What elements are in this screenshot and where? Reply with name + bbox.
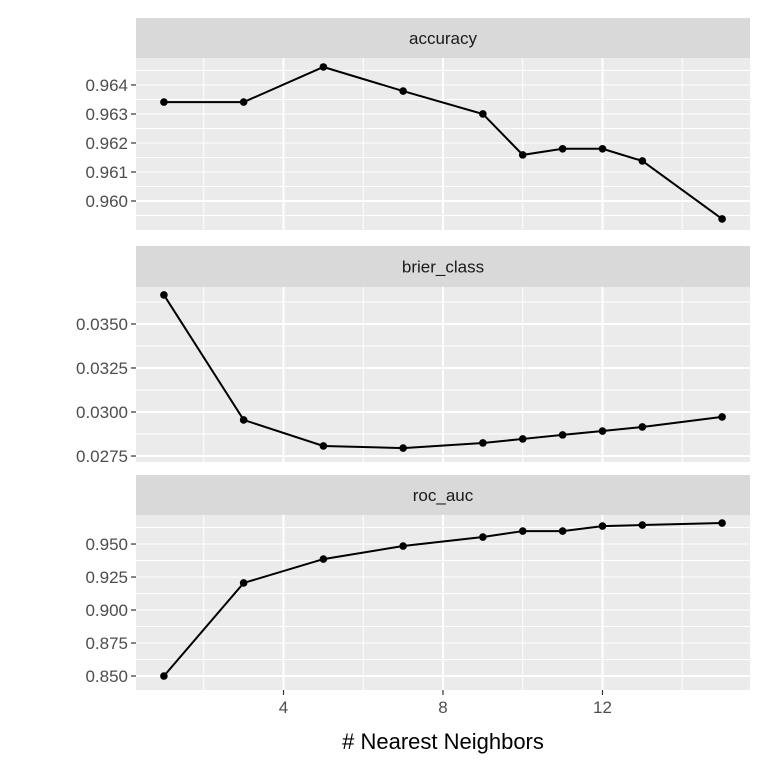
y-tick-label: 0.0275 xyxy=(76,447,128,466)
data-point xyxy=(518,527,527,535)
facet-strip-label: accuracy xyxy=(409,29,478,48)
data-point xyxy=(598,144,607,153)
facet-panel-brier_class: brier_class 0.0275 0.0300 0.0325 0.0350 xyxy=(76,246,750,466)
y-tick-label: 0.850 xyxy=(85,667,128,686)
y-tick-label: 0.875 xyxy=(85,634,128,653)
data-point xyxy=(479,439,487,447)
data-point xyxy=(518,151,527,159)
data-point xyxy=(239,579,248,587)
data-point xyxy=(598,522,607,530)
y-tick-label: 0.960 xyxy=(85,192,128,211)
y-tick-label: 0.964 xyxy=(85,76,128,95)
y-tick-label: 0.962 xyxy=(85,134,128,153)
data-point xyxy=(598,427,607,435)
y-tick-label: 0.0325 xyxy=(76,359,128,378)
series-line xyxy=(163,294,723,450)
y-tick-label: 0.900 xyxy=(85,601,128,620)
x-tick-label: 4 xyxy=(279,698,288,717)
series-line xyxy=(163,65,723,220)
data-point xyxy=(479,533,487,541)
data-point xyxy=(638,423,647,431)
facet-strip-label: roc_auc xyxy=(413,486,474,505)
data-point xyxy=(239,98,248,106)
data-point xyxy=(718,215,726,223)
facet-panel-accuracy: accuracy 0.960 0.961 0.962 0.963 0.964 xyxy=(85,18,750,230)
data-point xyxy=(319,442,328,450)
data-point xyxy=(558,527,567,535)
data-point xyxy=(638,157,647,165)
data-point xyxy=(399,542,407,550)
data-point xyxy=(160,672,168,680)
data-point xyxy=(160,291,168,299)
series-line xyxy=(163,522,723,677)
data-point xyxy=(518,435,527,443)
y-tick-label: 0.925 xyxy=(85,568,128,587)
y-tick-label: 0.0350 xyxy=(76,315,128,334)
y-tick-label: 0.963 xyxy=(85,105,128,124)
data-point xyxy=(160,98,168,106)
facet-panel-roc_auc: roc_auc 0.850 0.875 0.900 0.925 0.950 4 8 12 xyxy=(85,475,750,717)
data-point xyxy=(399,87,407,95)
y-tick-label: 0.961 xyxy=(85,163,128,182)
data-point xyxy=(399,444,407,452)
data-point xyxy=(558,144,567,153)
facet-strip xyxy=(136,475,750,515)
data-point xyxy=(319,63,328,71)
y-tick-label: 0.950 xyxy=(85,535,128,554)
x-tick-label: 8 xyxy=(438,698,447,717)
data-point xyxy=(718,519,726,527)
data-point xyxy=(319,555,328,563)
y-tick-label: 0.0300 xyxy=(76,403,128,422)
data-point xyxy=(479,110,487,118)
facet-strip xyxy=(136,246,750,287)
x-axis-title: # Nearest Neighbors xyxy=(342,729,544,754)
facet-strip-label: brier_class xyxy=(402,258,484,277)
x-tick-label: 12 xyxy=(593,698,612,717)
data-point xyxy=(239,416,248,424)
facet-strip xyxy=(136,18,750,58)
data-point xyxy=(638,521,647,529)
data-point xyxy=(718,413,726,421)
data-point xyxy=(558,431,567,439)
